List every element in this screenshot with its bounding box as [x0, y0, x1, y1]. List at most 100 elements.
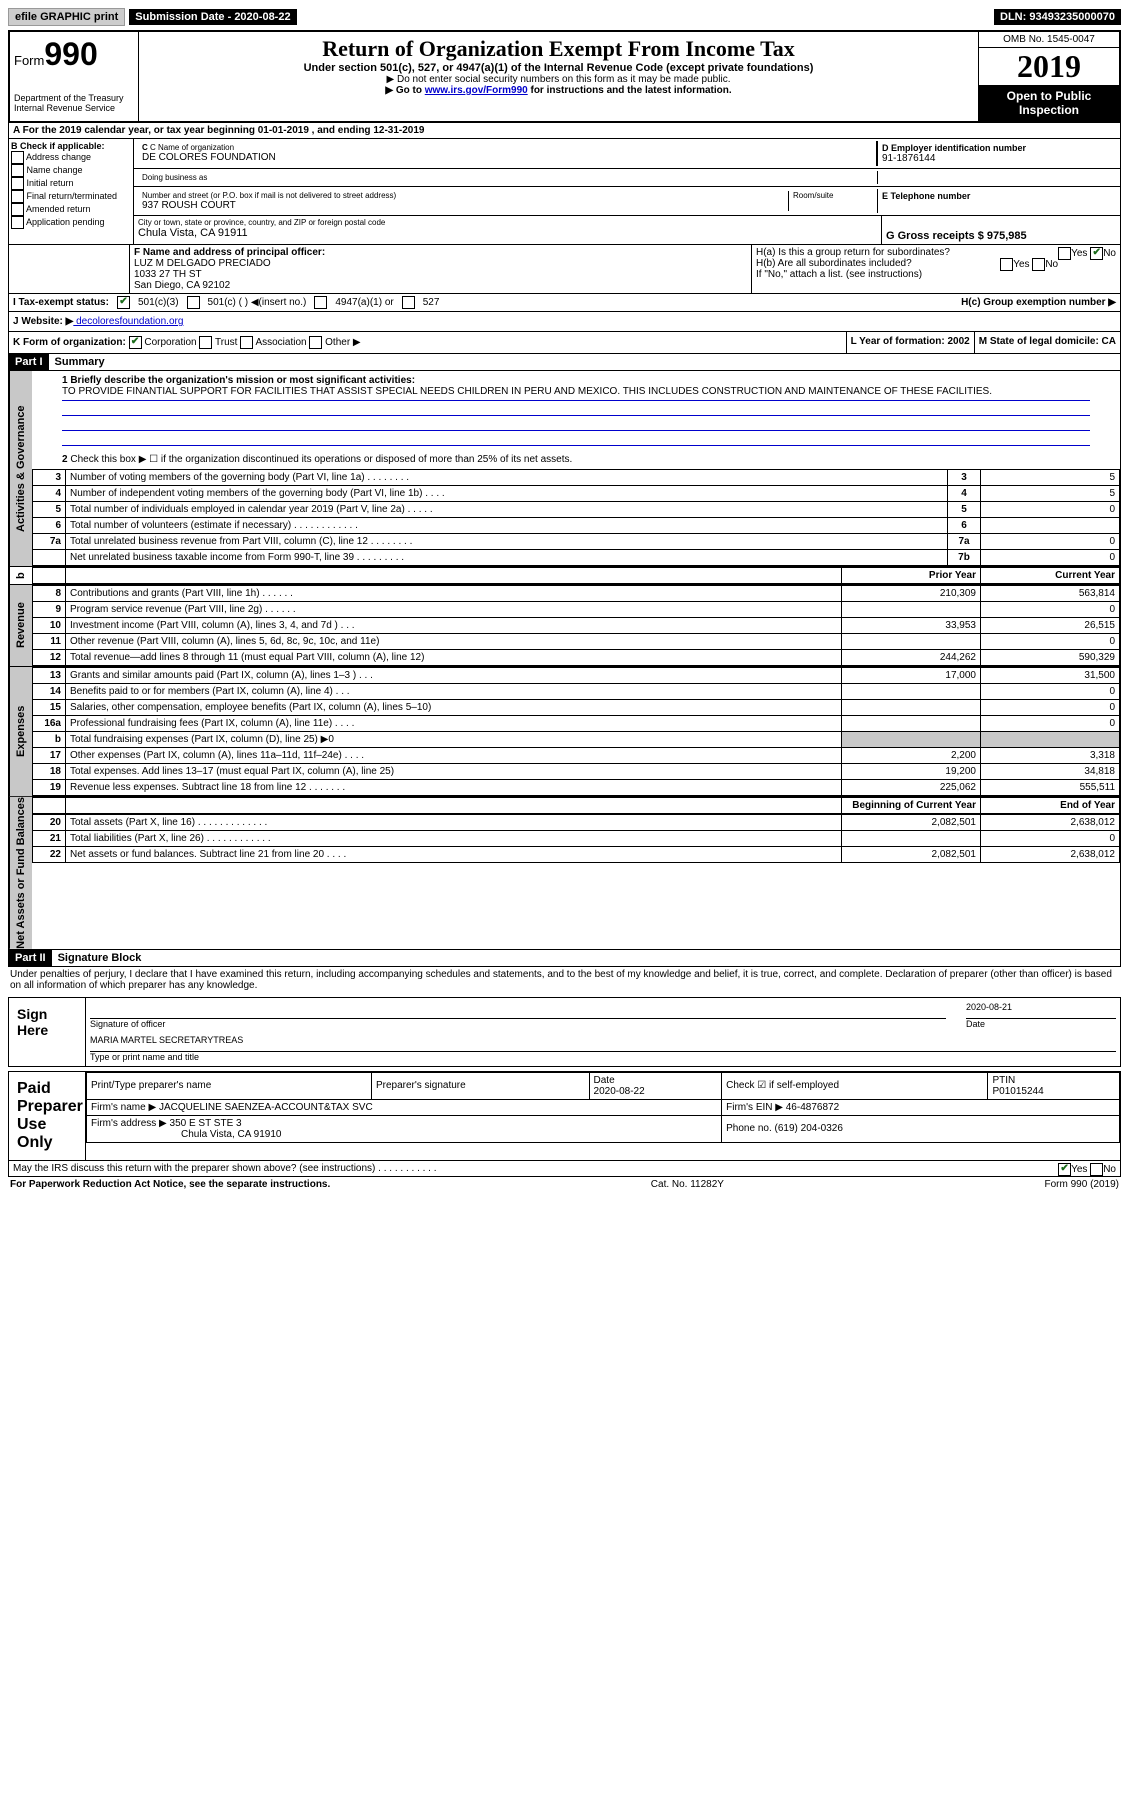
- row-klm: K Form of organization: ✔ Corporation Tr…: [8, 332, 1121, 354]
- table-row: 18Total expenses. Add lines 13–17 (must …: [33, 764, 1120, 780]
- open-public: Open to Public Inspection: [979, 85, 1119, 121]
- checkbox-final-return-terminated[interactable]: Final return/terminated: [11, 190, 131, 203]
- gross-receipts: G Gross receipts $ 975,985: [882, 216, 1120, 244]
- year-formation: L Year of formation: 2002: [847, 332, 975, 353]
- checkbox-application-pending[interactable]: Application pending: [11, 216, 131, 229]
- checkbox-initial-return[interactable]: Initial return: [11, 177, 131, 190]
- efile-button[interactable]: efile GRAPHIC print: [8, 8, 125, 26]
- paid-preparer-label: Paid Preparer Use Only: [9, 1072, 86, 1160]
- mission-text: TO PROVIDE FINANTIAL SUPPORT FOR FACILIT…: [62, 386, 1090, 401]
- row-a: A For the 2019 calendar year, or tax yea…: [8, 123, 1121, 139]
- dept-label: Department of the Treasury Internal Reve…: [14, 93, 134, 113]
- table-row: Net unrelated business taxable income fr…: [33, 550, 1120, 566]
- firm-addr: Firm's address ▶ 350 E ST STE 3Chula Vis…: [87, 1115, 722, 1142]
- firm-ein: Firm's EIN ▶ 46-4876872: [722, 1099, 1120, 1115]
- officer-label: F Name and address of principal officer:: [134, 247, 747, 258]
- omb-number: OMB No. 1545-0047: [979, 32, 1119, 48]
- assoc-checkbox[interactable]: [240, 336, 253, 349]
- checkbox-name-change[interactable]: Name change: [11, 164, 131, 177]
- table-row: 19Revenue less expenses. Subtract line 1…: [33, 780, 1120, 796]
- tax-year: 2019: [979, 48, 1119, 85]
- part2-header: Part IISignature Block: [8, 950, 1121, 967]
- city-label: City or town, state or province, country…: [138, 218, 877, 227]
- submission-date: Submission Date - 2020-08-22: [129, 9, 296, 25]
- table-row: 5Total number of individuals employed in…: [33, 502, 1120, 518]
- sig-officer-label: Signature of officer: [90, 1019, 946, 1029]
- addr-value: 937 ROUSH COURT: [142, 200, 788, 211]
- side-netassets: Net Assets or Fund Balances: [9, 797, 32, 949]
- irs-link[interactable]: www.irs.gov/Form990: [425, 85, 528, 96]
- ssn-note: ▶ Do not enter social security numbers o…: [143, 74, 974, 85]
- city-value: Chula Vista, CA 91911: [138, 227, 877, 239]
- table-row: 8Contributions and grants (Part VIII, li…: [33, 586, 1120, 602]
- checkbox-amended-return[interactable]: Amended return: [11, 203, 131, 216]
- table-row: 9Program service revenue (Part VIII, lin…: [33, 602, 1120, 618]
- discuss-yes[interactable]: ✔: [1058, 1163, 1071, 1176]
- form-number: Form990: [14, 36, 134, 73]
- corp-checkbox[interactable]: ✔: [129, 336, 142, 349]
- col-b-checkboxes: B Check if applicable: Address change Na…: [9, 139, 134, 244]
- table-row: 21Total liabilities (Part X, line 26) . …: [33, 831, 1120, 847]
- sign-here-block: Sign Here Signature of officer 2020-08-2…: [8, 997, 1121, 1067]
- row-j-website: J Website: ▶ decoloresfoundation.org: [8, 312, 1121, 332]
- prep-name-hdr: Print/Type preparer's name: [87, 1072, 372, 1099]
- table-row: 11Other revenue (Part VIII, column (A), …: [33, 634, 1120, 650]
- current-year-hdr: Current Year: [981, 568, 1120, 584]
- officer-printed-name: MARIA MARTEL SECRETARYTREAS: [90, 1035, 1116, 1052]
- discuss-no[interactable]: [1090, 1163, 1103, 1176]
- table-row: 10Investment income (Part VIII, column (…: [33, 618, 1120, 634]
- end-year-hdr: End of Year: [981, 798, 1120, 814]
- 501c-checkbox[interactable]: [187, 296, 200, 309]
- side-b: b: [9, 567, 32, 584]
- table-row: 14Benefits paid to or for members (Part …: [33, 684, 1120, 700]
- other-checkbox[interactable]: [309, 336, 322, 349]
- org-name: DE COLORES FOUNDATION: [142, 152, 872, 163]
- officer-city: San Diego, CA 92102: [134, 280, 747, 291]
- form-subtitle: Under section 501(c), 527, or 4947(a)(1)…: [143, 62, 974, 74]
- table-row: 4Number of independent voting members of…: [33, 486, 1120, 502]
- org-name-label: C C Name of organization: [142, 143, 872, 152]
- table-row: 20Total assets (Part X, line 16) . . . .…: [33, 815, 1120, 831]
- sig-date: 2020-08-21: [966, 1002, 1116, 1019]
- trust-checkbox[interactable]: [199, 336, 212, 349]
- part1-header: Part ISummary: [8, 354, 1121, 371]
- table-row: 3Number of voting members of the governi…: [33, 470, 1120, 486]
- q2-discontinue: 2 Check this box ▶ ☐ if the organization…: [32, 450, 1120, 469]
- prep-ptin: PTINP01015244: [988, 1072, 1120, 1099]
- hb-note: If "No," attach a list. (see instruction…: [756, 269, 1116, 280]
- prep-date-hdr: Date2020-08-22: [589, 1072, 722, 1099]
- ein-value: 91-1876144: [882, 153, 1112, 164]
- officer-addr: 1033 27 TH ST: [134, 269, 747, 280]
- perjury-declaration: Under penalties of perjury, I declare th…: [8, 967, 1121, 993]
- room-label: Room/suite: [788, 191, 873, 211]
- dba-label: Doing business as: [138, 171, 878, 184]
- website-link[interactable]: decoloresfoundation.org: [73, 316, 183, 327]
- phone-label: E Telephone number: [878, 189, 1116, 213]
- name-title-label: Type or print name and title: [90, 1052, 1116, 1062]
- form-title: Return of Organization Exempt From Incom…: [143, 36, 974, 62]
- table-row: 17Other expenses (Part IX, column (A), l…: [33, 748, 1120, 764]
- table-row: 7aTotal unrelated business revenue from …: [33, 534, 1120, 550]
- top-bar: efile GRAPHIC print Submission Date - 20…: [8, 8, 1121, 26]
- section-fh: F Name and address of principal officer:…: [8, 245, 1121, 294]
- form-header: Form990 Department of the Treasury Inter…: [8, 30, 1121, 123]
- sign-here-label: Sign Here: [9, 998, 86, 1066]
- checkbox-address-change[interactable]: Address change: [11, 151, 131, 164]
- table-row: 6Total number of volunteers (estimate if…: [33, 518, 1120, 534]
- irs-discuss-row: May the IRS discuss this return with the…: [8, 1161, 1121, 1177]
- prep-check: Check ☑ if self-employed: [722, 1072, 988, 1099]
- side-governance: Activities & Governance: [9, 371, 32, 566]
- mission-block: 1 Briefly describe the organization's mi…: [32, 371, 1120, 450]
- 4947-checkbox[interactable]: [314, 296, 327, 309]
- table-row: bTotal fundraising expenses (Part IX, co…: [33, 732, 1120, 748]
- dln: DLN: 93493235000070: [994, 9, 1121, 25]
- section-identity: B Check if applicable: Address change Na…: [8, 139, 1121, 245]
- table-row: 13Grants and similar amounts paid (Part …: [33, 668, 1120, 684]
- ein-label: D Employer identification number: [882, 143, 1112, 153]
- 527-checkbox[interactable]: [402, 296, 415, 309]
- addr-label: Number and street (or P.O. box if mail i…: [142, 191, 788, 200]
- 501c3-checkbox[interactable]: ✔: [117, 296, 130, 309]
- table-row: 16aProfessional fundraising fees (Part I…: [33, 716, 1120, 732]
- paid-preparer-block: Paid Preparer Use Only Print/Type prepar…: [8, 1071, 1121, 1161]
- link-note: ▶ Go to www.irs.gov/Form990 for instruct…: [143, 85, 974, 96]
